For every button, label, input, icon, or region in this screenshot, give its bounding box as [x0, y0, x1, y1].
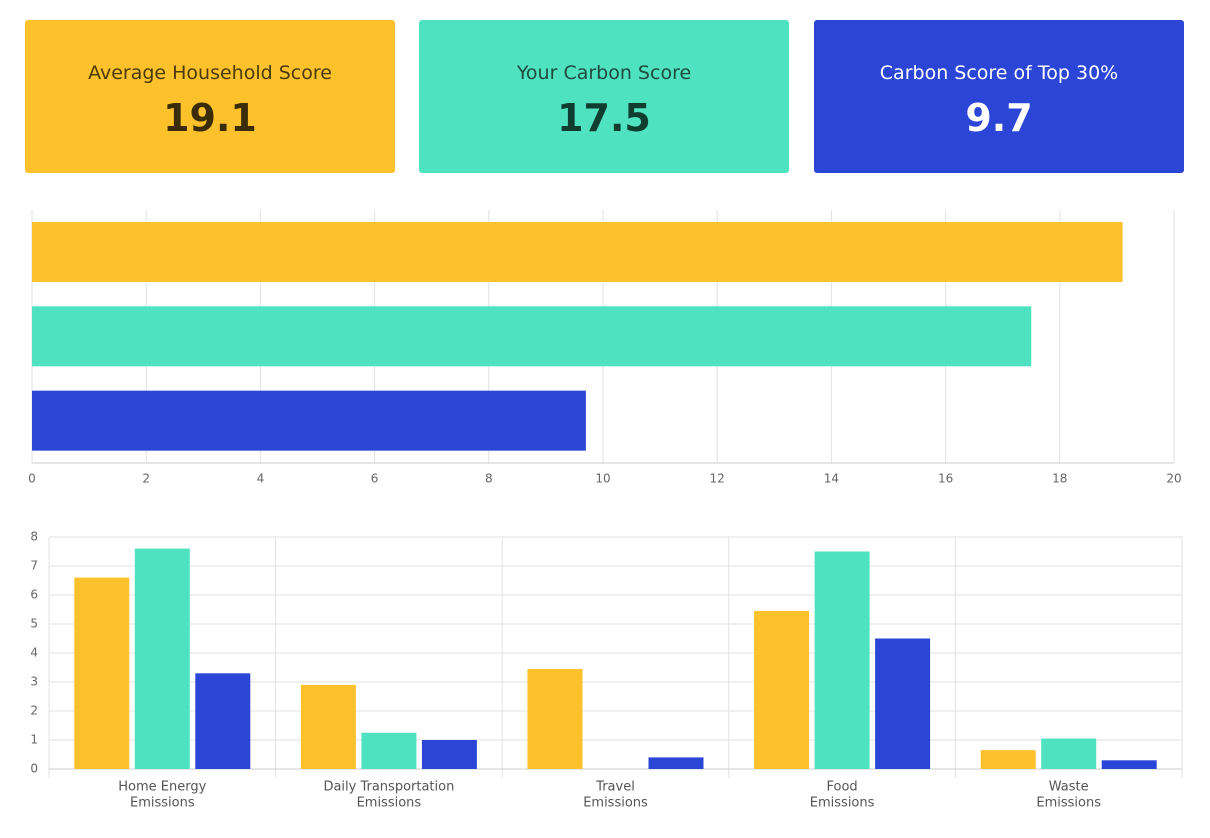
bar [814, 551, 870, 769]
x-tick-label: 6 [371, 472, 379, 486]
card-value: 19.1 [163, 96, 257, 140]
x-tick-label: 2 [142, 472, 150, 486]
x-tick-label: Emissions [810, 796, 875, 811]
x-tick-label: Emissions [130, 796, 195, 811]
bar [134, 548, 190, 769]
bar [361, 732, 417, 769]
score-card: Average Household Score 19.1 [25, 20, 395, 173]
bar [300, 684, 356, 769]
x-tick-label: 0 [28, 472, 36, 486]
x-tick-label: Waste [1049, 780, 1089, 795]
x-tick-label: 8 [485, 472, 493, 486]
bar [195, 673, 251, 769]
y-tick-label: 8 [30, 530, 38, 544]
bar [875, 638, 931, 769]
bar [32, 222, 1123, 282]
score-card: Carbon Score of Top 30% 9.7 [814, 20, 1184, 173]
x-tick-label: Home Energy [118, 780, 206, 795]
x-tick-label: Emissions [1036, 796, 1101, 811]
y-tick-label: 7 [30, 559, 38, 573]
x-tick-label: 18 [1052, 472, 1067, 486]
x-tick-label: 20 [1166, 472, 1181, 486]
bar [1041, 738, 1097, 769]
bar [527, 668, 583, 769]
x-tick-label: Food [827, 780, 858, 795]
bar [32, 306, 1032, 367]
bar [648, 757, 704, 769]
x-tick-label: Emissions [357, 796, 422, 811]
bar [1101, 760, 1157, 769]
y-tick-label: 0 [30, 762, 38, 776]
bar [74, 577, 130, 769]
bar [32, 390, 586, 451]
card-title: Average Household Score [88, 62, 332, 84]
x-tick-label: 12 [710, 472, 725, 486]
bar [754, 610, 810, 769]
card-value: 17.5 [557, 96, 651, 140]
score-card: Your Carbon Score 17.5 [419, 20, 789, 173]
card-title: Carbon Score of Top 30% [879, 62, 1119, 84]
x-tick-label: 4 [257, 472, 265, 486]
bar [421, 740, 477, 769]
x-tick-label: Emissions [583, 796, 648, 811]
bar [980, 750, 1036, 769]
y-tick-label: 2 [30, 704, 38, 718]
x-tick-label: Travel [595, 780, 635, 795]
y-tick-label: 4 [30, 646, 38, 660]
x-tick-label: 10 [595, 472, 610, 486]
card-title: Your Carbon Score [516, 62, 692, 84]
y-tick-label: 1 [30, 733, 38, 747]
y-tick-label: 5 [30, 617, 38, 631]
y-tick-label: 3 [30, 675, 38, 689]
card-value: 9.7 [965, 96, 1033, 140]
y-tick-label: 6 [30, 588, 38, 602]
x-tick-label: Daily Transportation [323, 780, 454, 795]
x-tick-label: 16 [938, 472, 953, 486]
x-tick-label: 14 [824, 472, 839, 486]
